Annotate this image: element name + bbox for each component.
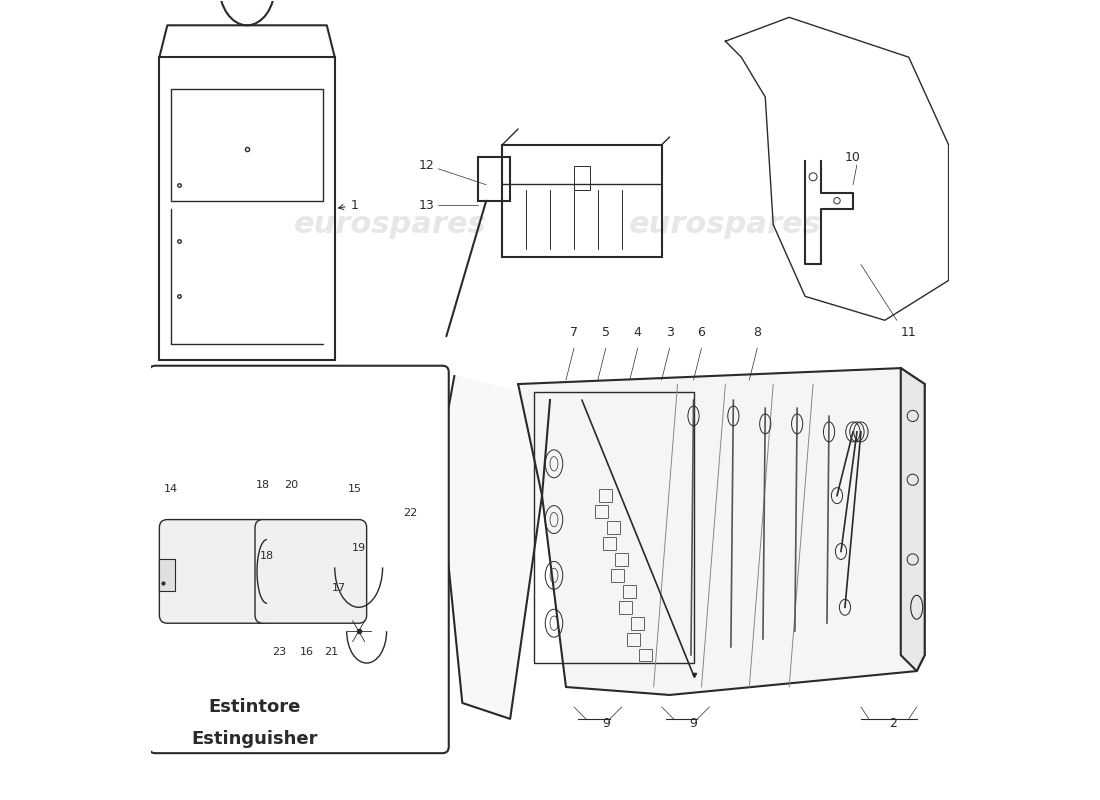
Bar [612, 569, 624, 582]
Text: eurospares: eurospares [294, 210, 487, 239]
Text: 16: 16 [300, 647, 313, 657]
Bar [600, 490, 613, 502]
Text: 12: 12 [419, 159, 435, 172]
Text: 13: 13 [419, 198, 435, 212]
Text: 17: 17 [332, 583, 345, 594]
Text: 15: 15 [348, 484, 362, 494]
Text: 18: 18 [256, 480, 271, 490]
Text: eurospares: eurospares [294, 545, 487, 574]
Text: 18: 18 [260, 551, 274, 562]
Text: 10: 10 [845, 151, 861, 164]
Text: 1: 1 [339, 198, 359, 212]
Bar [607, 521, 620, 534]
Bar [503, 145, 661, 257]
Text: 22: 22 [404, 507, 418, 518]
Text: 9: 9 [690, 717, 697, 730]
Bar [615, 553, 628, 566]
Text: eurospares: eurospares [629, 505, 822, 534]
Bar [639, 649, 652, 662]
Text: Estinguisher: Estinguisher [191, 730, 318, 748]
Text: 14: 14 [164, 484, 178, 494]
Bar [535, 392, 693, 663]
Text: 23: 23 [272, 647, 286, 657]
Bar [624, 585, 636, 598]
Bar [604, 537, 616, 550]
Text: 2: 2 [889, 717, 896, 730]
Bar [631, 617, 645, 630]
Text: 4: 4 [634, 326, 641, 339]
Polygon shape [439, 376, 550, 719]
FancyBboxPatch shape [160, 519, 271, 623]
Bar [160, 559, 175, 591]
Bar [619, 601, 632, 614]
Text: Estintore: Estintore [209, 698, 301, 716]
Bar [160, 57, 334, 360]
Bar [595, 506, 608, 518]
Polygon shape [901, 368, 925, 671]
FancyBboxPatch shape [148, 366, 449, 753]
Text: eurospares: eurospares [629, 210, 822, 239]
Text: 3: 3 [666, 326, 673, 339]
Polygon shape [518, 368, 925, 695]
Bar [627, 633, 640, 646]
Text: 11: 11 [901, 326, 916, 339]
Text: 7: 7 [570, 326, 578, 339]
Bar [574, 166, 590, 190]
Ellipse shape [160, 519, 271, 599]
Text: 9: 9 [602, 717, 609, 730]
Text: 6: 6 [697, 326, 705, 339]
Bar [172, 89, 322, 201]
Text: 19: 19 [352, 543, 365, 554]
Text: 20: 20 [284, 480, 298, 490]
Text: 8: 8 [754, 326, 761, 339]
Bar [478, 157, 510, 201]
Text: 21: 21 [323, 647, 338, 657]
Text: 5: 5 [602, 326, 609, 339]
FancyBboxPatch shape [255, 519, 366, 623]
